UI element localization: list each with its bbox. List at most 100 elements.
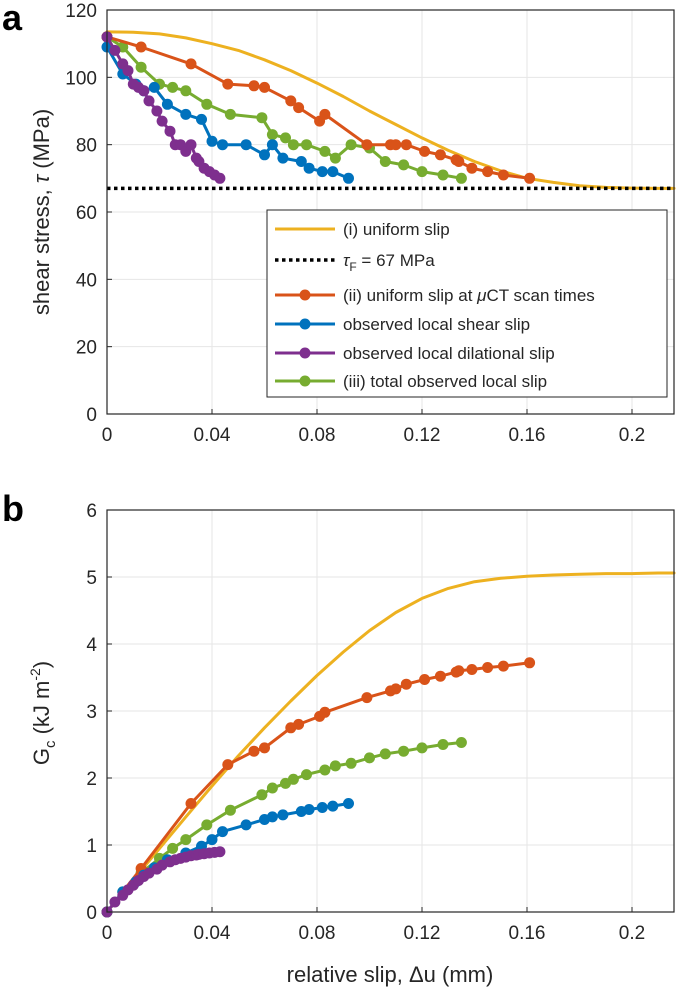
data-point-total-a (398, 159, 410, 171)
data-point-dilational-a (109, 44, 121, 56)
data-point-total-a (256, 112, 268, 124)
series-uniform-line-b (105, 571, 676, 914)
data-point-uniform-ct-a (361, 139, 373, 151)
data-point-shear-a (180, 108, 192, 120)
y-tick-label: 6 (86, 501, 97, 522)
data-point-total-b (180, 834, 192, 846)
data-point-total-a (287, 139, 299, 151)
legend-label-uniform-ct: (ii) uniform slip at μCT scan times (343, 286, 595, 305)
data-point-uniform-ct-b (453, 665, 465, 677)
data-point-total-b (329, 760, 341, 772)
y-tick-label: 3 (86, 702, 97, 723)
legend-label-friction: τF = 67 MPa (343, 251, 435, 274)
legend-marker-total (299, 375, 311, 387)
data-point-uniform-ct-a (222, 78, 234, 90)
data-point-uniform-ct-a (466, 162, 478, 174)
chart-b-x-axis-label: relative slip, Δu (mm) (287, 962, 494, 987)
data-point-total-b (416, 742, 428, 754)
data-point-total-a (224, 108, 236, 120)
legend-friction-rest: = 67 MPa (357, 251, 436, 270)
legend-label-dilational: observed local dilational slip (343, 344, 555, 363)
data-point-uniform-ct-b (524, 657, 536, 669)
legend-box (266, 209, 668, 398)
x-tick-label: 0.12 (404, 923, 441, 944)
x-tick-label: 0 (102, 923, 113, 944)
x-tick-label: 0.2 (619, 425, 645, 446)
data-point-uniform-ct-a (400, 139, 412, 151)
y-tick-label: 0 (86, 405, 97, 426)
data-point-uniform-ct-b (390, 683, 402, 695)
data-point-total-a (167, 81, 179, 93)
y-tick-label: 4 (86, 635, 97, 656)
data-point-total-b (224, 804, 236, 816)
data-point-dilational-a (156, 115, 168, 127)
data-point-total-b (455, 737, 467, 748)
data-point-shear-a (148, 81, 160, 93)
y-tick-label: 40 (76, 270, 97, 291)
data-point-shear-a (217, 139, 228, 151)
x-tick-label: 0.04 (194, 425, 231, 446)
data-point-total-a (345, 139, 357, 151)
data-point-total-a (329, 152, 341, 164)
chart-a-y-label-unit: (MPa) (29, 109, 54, 175)
data-point-shear-b (217, 826, 228, 838)
data-point-shear-a (303, 162, 315, 174)
data-point-uniform-ct-a (259, 81, 270, 93)
legend-uniform-ct-post: CT scan times (486, 286, 594, 305)
y-tick-label: 1 (86, 836, 97, 857)
data-point-uniform-ct-a (497, 169, 509, 181)
chart-b-x-label-unit: u (mm) (424, 962, 494, 987)
data-point-uniform-ct-a (482, 166, 494, 178)
data-point-shear-b (343, 798, 354, 809)
data-point-dilational-a (164, 125, 176, 137)
y-tick-label: 20 (76, 338, 97, 359)
chart-a-y-axis-label: shear stress, τ (MPa) (29, 109, 54, 315)
series-uniform-ct-line-a (105, 35, 532, 180)
data-point-shear-a (277, 152, 289, 164)
chart-b-y-label-sub: c (42, 740, 59, 748)
data-point-uniform-ct-a (524, 172, 536, 184)
chart-b-ticks: 0 0.04 0.08 0.12 0.16 0.2 0 1 2 3 4 5 6 (86, 501, 645, 944)
data-point-uniform-ct-b (400, 678, 412, 690)
x-tick-label: 0.16 (509, 923, 546, 944)
data-point-uniform-ct-b (482, 662, 494, 673)
chart-a-y-label-text: shear stress, (29, 183, 54, 315)
data-point-shear-a (259, 149, 270, 161)
data-point-shear-a (161, 98, 173, 110)
chart-b-y-label-close: ) (29, 661, 54, 668)
data-point-total-b (167, 842, 179, 854)
data-point-total-b (266, 782, 278, 794)
x-tick-label: 0.04 (194, 923, 231, 944)
legend-marker-dilational (299, 347, 311, 359)
data-point-shear-a (327, 166, 339, 178)
data-point-shear-b (266, 811, 278, 823)
series-uniform-line-a (105, 30, 676, 190)
data-point-total-a (379, 156, 391, 167)
data-point-uniform-ct-b (361, 692, 373, 704)
chart-a-y-label-symbol: τ (29, 173, 54, 183)
data-point-uniform-ct-b (248, 745, 260, 757)
data-point-shear-a (316, 166, 328, 178)
chart-b-series (101, 571, 676, 918)
data-point-dilational-a (151, 105, 163, 117)
data-point-shear-a (343, 172, 354, 184)
data-point-dilational-a (143, 95, 155, 107)
y-tick-label: 100 (65, 68, 97, 89)
data-point-shear-b (240, 819, 252, 831)
chart-a-legend: (i) uniform slip τF = 67 MPa (ii) unifor… (266, 209, 668, 398)
data-point-total-b (345, 757, 357, 769)
data-point-total-a (280, 132, 291, 144)
panel-a-letter: a (2, 0, 23, 38)
data-point-uniform-ct-a (248, 80, 260, 92)
y-tick-label: 0 (86, 903, 97, 924)
legend-label-total: (iii) total observed local slip (343, 372, 547, 391)
legend-uniform-ct-pre: (ii) uniform slip at (343, 286, 477, 305)
data-point-total-a (437, 169, 449, 181)
data-point-total-b (364, 752, 375, 764)
data-point-total-b (287, 773, 299, 785)
chart-a: 0 0.04 0.08 0.12 0.16 0.2 0 20 40 60 80 100 120 shea… (29, 1, 676, 446)
data-point-total-a (135, 61, 147, 73)
data-point-shear-b (316, 802, 328, 813)
